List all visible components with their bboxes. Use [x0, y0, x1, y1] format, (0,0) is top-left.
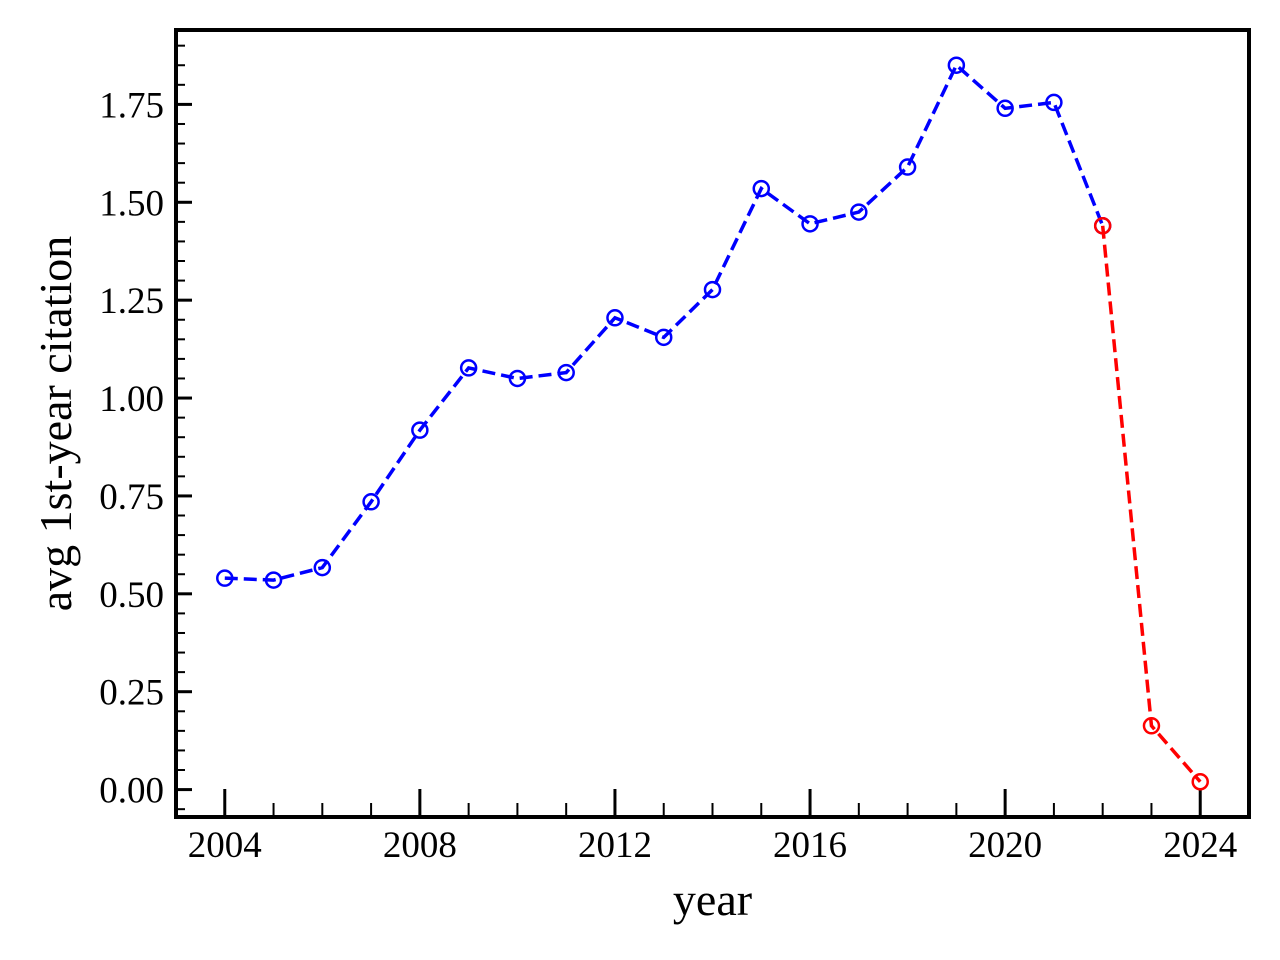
y-axis-label: avg 1st-year citation	[30, 236, 81, 612]
x-tick-label: 2020	[968, 825, 1042, 866]
axis-ticks	[176, 44, 1202, 817]
x-tick-label: 2012	[578, 825, 652, 866]
data-point	[313, 558, 332, 577]
plot-frame	[174, 28, 1251, 819]
data-point	[362, 493, 380, 511]
x-tick-label: 2008	[383, 825, 457, 866]
data-point	[1191, 773, 1209, 791]
data-point	[801, 215, 819, 233]
y-tick-label: 0.75	[99, 477, 164, 518]
data-point	[459, 359, 478, 377]
y-tick-label: 0.00	[99, 771, 164, 812]
x-axis-label: year	[673, 874, 752, 925]
data-point	[411, 421, 429, 439]
y-tick-label: 1.75	[99, 85, 164, 126]
series-1	[1093, 217, 1209, 791]
x-tick-label: 2024	[1163, 825, 1237, 866]
series-line	[224, 62, 1105, 582]
y-tick-label: 0.50	[99, 575, 164, 616]
data-point	[264, 571, 283, 589]
series-0	[216, 56, 1112, 589]
data-point	[752, 179, 771, 198]
tick-labels: 2004 2008 2012 2016 2020 2024 0.00 0.25 0.50 0.75…	[99, 85, 1237, 866]
data-point	[1045, 93, 1063, 112]
series-line	[1100, 225, 1202, 783]
data-point	[557, 363, 575, 382]
y-tick-label: 1.50	[99, 183, 164, 224]
data-point	[996, 99, 1014, 118]
data-point	[947, 56, 966, 74]
data-point	[654, 328, 673, 347]
data-point	[1142, 717, 1161, 735]
y-tick-label: 1.00	[99, 379, 164, 420]
data-point	[606, 309, 624, 327]
data-point	[508, 369, 527, 388]
x-tick-label: 2016	[773, 825, 847, 866]
data-point	[1093, 217, 1112, 235]
y-tick-label: 1.25	[99, 281, 164, 322]
plot-series	[216, 56, 1209, 791]
y-tick-label: 0.25	[99, 673, 164, 714]
data-point	[898, 158, 917, 176]
x-tick-label: 2004	[188, 825, 262, 866]
data-point	[850, 203, 868, 221]
data-point	[703, 280, 722, 299]
data-point	[216, 569, 234, 587]
